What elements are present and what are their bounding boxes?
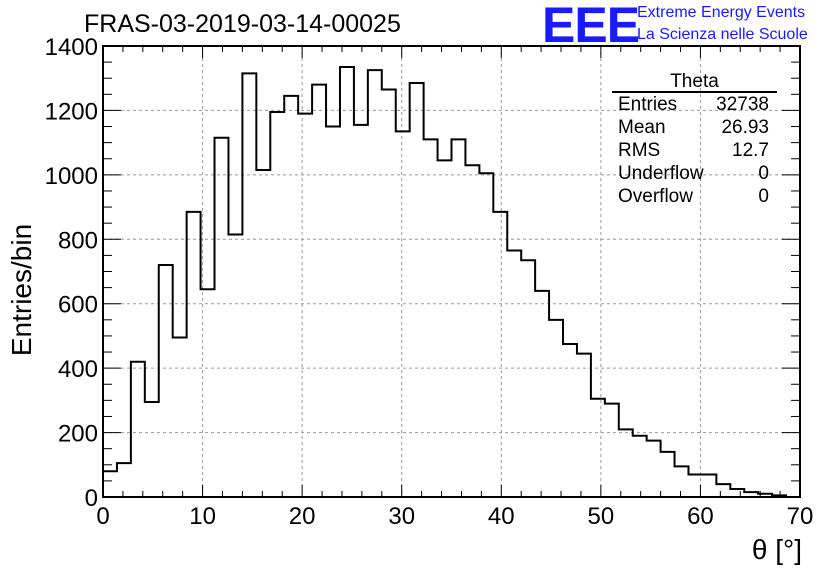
histogram-bin (675, 466, 689, 497)
histogram-bin (326, 127, 340, 497)
histogram-bin (312, 85, 326, 497)
stats-label: Mean (618, 117, 666, 138)
stats-row-underflow: Underflow 0 (612, 162, 777, 185)
histogram-bin (647, 441, 661, 497)
histogram-bin (730, 489, 744, 497)
histogram-bin (201, 289, 215, 497)
x-tick-label: 50 (588, 503, 615, 530)
stats-label: Overflow (618, 186, 693, 207)
stats-value: 26.93 (721, 117, 769, 138)
stats-box: Theta Entries 32738 Mean 26.93 RMS 12.7 … (612, 72, 777, 208)
histogram-bin (187, 212, 201, 497)
y-axis-label: Entries/bin (6, 223, 37, 357)
histogram-bin (633, 436, 647, 497)
histogram-bin (563, 344, 577, 497)
x-tick-label: 0 (96, 503, 109, 530)
histogram-bin (452, 139, 466, 497)
y-tick-label: 1400 (45, 34, 98, 61)
stats-row-mean: Mean 26.93 (612, 116, 777, 139)
histogram-bin (117, 463, 131, 497)
histogram-bin (131, 362, 145, 497)
histogram-bin (493, 212, 507, 497)
x-tick-label: 40 (488, 503, 515, 530)
x-tick-label: 70 (787, 503, 814, 530)
stats-row-overflow: Overflow 0 (612, 185, 777, 208)
histogram-bin (521, 260, 535, 497)
histogram-bin (215, 138, 229, 497)
histogram-bin (396, 131, 410, 497)
histogram-bin (284, 96, 298, 497)
brand-line-1: Extreme Energy Events (637, 4, 806, 21)
y-tick-label: 1200 (45, 98, 98, 125)
histogram-bin (479, 173, 493, 497)
histogram-bin (619, 429, 633, 497)
stats-value: 0 (758, 163, 769, 184)
histogram-bin (410, 83, 424, 497)
stats-label: Entries (618, 94, 678, 115)
y-tick-label: 0 (85, 485, 98, 512)
histogram-series (102, 65, 800, 498)
plot-frame (102, 45, 801, 498)
histogram-bin (270, 112, 284, 497)
stats-value: 0 (758, 186, 769, 207)
histogram-bin (716, 484, 730, 497)
histogram-bin (242, 73, 256, 497)
histogram-bin (507, 251, 521, 497)
x-tick-label: 20 (289, 503, 316, 530)
histogram-bin (535, 291, 549, 497)
histogram-bin (605, 404, 619, 497)
eee-logo: EEE (542, 0, 640, 53)
histogram-bin (591, 399, 605, 497)
histogram-bin (173, 338, 187, 497)
histogram-bin (424, 139, 438, 497)
histogram-bin (702, 474, 716, 497)
histogram-bin (145, 402, 159, 497)
histogram-bin (549, 320, 563, 497)
histogram-bin (103, 471, 117, 497)
histogram-bin (661, 452, 675, 497)
stats-value: 12.7 (732, 140, 769, 161)
histogram-bin (298, 114, 312, 497)
histogram-bin (256, 170, 270, 497)
histogram-bin (382, 89, 396, 497)
brand-line-2: La Scienza nelle Scuole (637, 26, 808, 43)
y-tick-label: 200 (58, 421, 98, 448)
histogram-bin (228, 234, 242, 497)
histogram-bin (465, 165, 479, 497)
stats-title: Theta (612, 72, 777, 93)
stats-value: 32738 (716, 94, 769, 115)
x-tick-label: 10 (189, 503, 216, 530)
y-tick-label: 800 (58, 227, 98, 254)
y-tick-label: 600 (58, 292, 98, 319)
x-axis-label: θ [°] (751, 534, 802, 565)
histogram-bin (354, 125, 368, 497)
histogram-bin (438, 160, 452, 497)
x-tick-label: 60 (687, 503, 714, 530)
histogram-bin (340, 67, 354, 497)
histogram-bin (577, 354, 591, 497)
histogram-bin (159, 265, 173, 497)
stats-label: Underflow (618, 163, 704, 184)
y-tick-label: 1000 (45, 163, 98, 190)
x-tick-label: 30 (388, 503, 415, 530)
histogram-bin (688, 474, 702, 497)
stats-label: RMS (618, 140, 661, 161)
plot-title: FRAS-03-2019-03-14-00025 (84, 10, 401, 38)
stats-row-rms: RMS 12.7 (612, 139, 777, 162)
stats-row-entries: Entries 32738 (612, 93, 777, 116)
y-tick-label: 400 (58, 356, 98, 383)
histogram-bin (368, 70, 382, 497)
